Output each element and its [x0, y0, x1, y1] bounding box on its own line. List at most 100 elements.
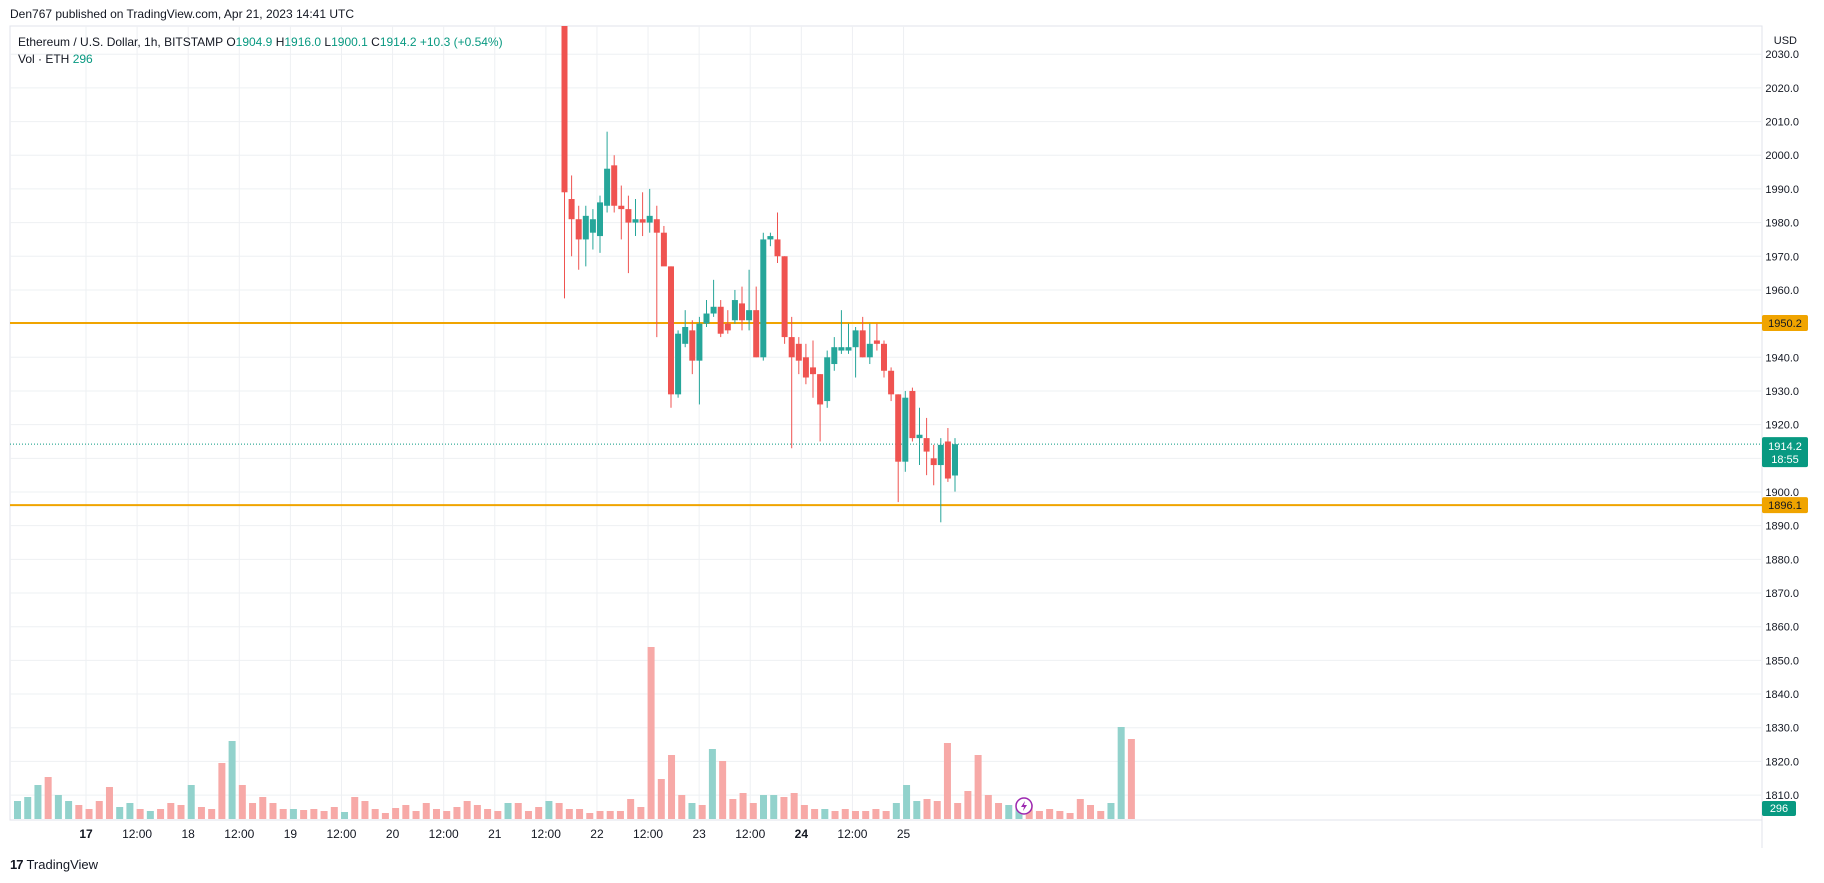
volume-bar: [913, 801, 921, 819]
volume-bar: [729, 799, 737, 819]
volume-bar: [770, 795, 778, 819]
time-tick-label: 25: [897, 827, 911, 841]
volume-bar: [412, 811, 420, 819]
volume-bar: [279, 809, 287, 819]
candle-body: [753, 310, 760, 358]
price-tick-label: 1990.0: [1765, 184, 1799, 196]
countdown-value: 18:55: [1771, 454, 1799, 466]
candle-body: [660, 232, 667, 267]
volume-bar: [1127, 739, 1135, 819]
time-tick-label: 12:00: [633, 827, 663, 841]
volume-bar: [1107, 803, 1115, 819]
price-tick-label: 1960.0: [1765, 285, 1799, 297]
volume-bar: [576, 809, 584, 819]
candle-body: [916, 434, 923, 439]
volume-bar: [443, 811, 451, 819]
high-label: H: [275, 35, 285, 49]
price-tick-label: 1870.0: [1765, 588, 1799, 600]
candle-body: [639, 219, 646, 223]
candle-body: [909, 390, 916, 439]
candle-body: [944, 441, 951, 479]
volume-bar: [1097, 811, 1105, 819]
high-value: 1916.0: [284, 35, 322, 49]
time-tick-label: 17: [79, 827, 93, 841]
volume-label[interactable]: Vol · ETH: [18, 52, 70, 66]
candle-body: [952, 444, 958, 476]
volume-bar: [381, 813, 389, 819]
time-tick-label: 12:00: [531, 827, 561, 841]
volume-bar: [136, 809, 144, 819]
time-tick-label: 20: [386, 827, 400, 841]
time-tick-label: 24: [795, 827, 809, 841]
volume-bar: [749, 803, 757, 819]
volume-bar: [473, 805, 481, 819]
candle-body: [937, 444, 944, 466]
brand-name: TradingView: [26, 857, 99, 872]
price-tick-label: 1840.0: [1765, 689, 1799, 701]
time-tick-label: 18: [182, 827, 196, 841]
candle-body: [611, 165, 618, 206]
footer-brand[interactable]: 17 TradingView: [10, 857, 98, 872]
volume-bar: [126, 803, 134, 819]
volume-bar: [586, 813, 594, 819]
volume-bar: [596, 811, 604, 819]
price-tick-label: 1830.0: [1765, 723, 1799, 735]
price-tick-label: 1890.0: [1765, 521, 1799, 533]
price-tick-label: 2000.0: [1765, 150, 1799, 162]
volume-bar: [668, 755, 676, 819]
candle-body: [873, 340, 880, 344]
candle-body: [881, 343, 887, 371]
chart-legend: Ethereum / U.S. Dollar, 1h, BITSTAMP O19…: [18, 34, 503, 68]
volume-bar: [432, 809, 440, 819]
price-tick-label: 1860.0: [1765, 622, 1799, 634]
last-price-value: 1914.2: [1768, 441, 1802, 453]
volume-bar: [555, 803, 563, 819]
volume-bar: [954, 803, 962, 819]
time-tick-label: 12:00: [224, 827, 254, 841]
volume-bar: [75, 805, 83, 819]
price-tick-label: 1850.0: [1765, 655, 1799, 667]
last-price-tag: [1762, 437, 1808, 468]
volume-bar: [167, 803, 175, 819]
volume-bar: [494, 811, 502, 819]
candle-body: [902, 397, 909, 462]
time-tick-label: 12:00: [429, 827, 459, 841]
volume-bar: [524, 811, 532, 819]
lightning-bolt-icon: [1021, 801, 1027, 811]
volume-bar: [1076, 799, 1084, 819]
candle-body: [866, 343, 873, 358]
volume-bar: [1087, 805, 1095, 819]
candle-body: [930, 458, 937, 466]
volume-bar: [330, 807, 338, 819]
volume-bar: [760, 795, 768, 819]
price-tick-label: 1980.0: [1765, 218, 1799, 230]
volume-bar: [95, 801, 103, 819]
volume-bar: [1066, 813, 1074, 819]
close-value: 1914.2: [379, 35, 417, 49]
candle-body: [895, 394, 902, 462]
volume-bar: [841, 809, 849, 819]
candle-body: [710, 306, 717, 314]
candle-body: [810, 367, 816, 375]
volume-bar: [54, 795, 62, 819]
volume-value: 296: [72, 52, 93, 66]
volume-bar: [269, 803, 277, 819]
candle-body: [689, 330, 696, 361]
candle-body: [646, 215, 653, 223]
volume-bar: [197, 807, 205, 819]
volume-bar: [14, 801, 21, 819]
volume-bar: [453, 807, 461, 819]
volume-bar: [1056, 811, 1064, 819]
open-value: 1904.9: [235, 35, 273, 49]
volume-bar: [698, 805, 706, 819]
level-tag-label: 1950.2: [1768, 318, 1802, 330]
candlesticks: [561, 26, 958, 523]
volume-bar: [484, 809, 492, 819]
candle-body: [675, 333, 682, 395]
symbol-label[interactable]: Ethereum / U.S. Dollar, 1h, BITSTAMP: [18, 35, 223, 49]
candle-body: [597, 202, 603, 237]
candle-body: [923, 438, 930, 452]
volume-bar: [739, 793, 747, 819]
candle-body: [604, 168, 611, 206]
